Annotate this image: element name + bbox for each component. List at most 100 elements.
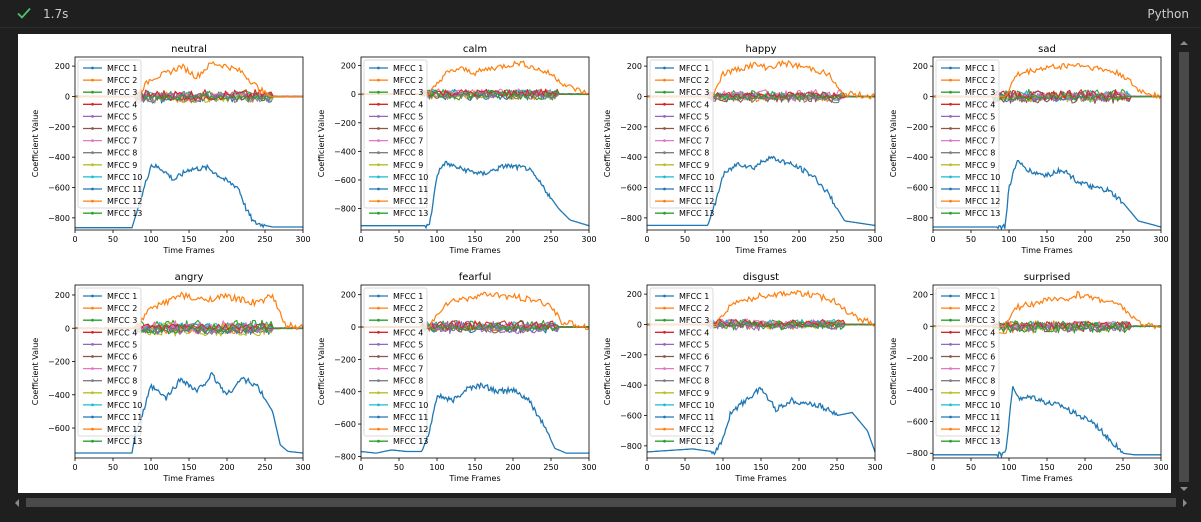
legend-label: MFCC 13	[965, 209, 1000, 218]
execution-time: 1.7s	[43, 7, 69, 21]
legend-label: MFCC 13	[679, 437, 714, 446]
y-tick-label: −800	[334, 452, 356, 461]
legend-marker	[377, 403, 380, 407]
y-axis-label: Coefficient Value	[317, 338, 326, 405]
legend-marker	[91, 139, 94, 142]
subplot-neutral: neutral 200 0 −200 −400 −600 −800 0 50 100 150 200 2…	[31, 44, 311, 255]
legend-marker	[91, 343, 94, 346]
x-tick-label: 200	[505, 235, 520, 244]
x-tick-label: 300	[867, 235, 882, 244]
axes-frame	[646, 56, 876, 231]
x-tick-label: 50	[680, 463, 690, 472]
x-tick-label: 100	[1001, 235, 1016, 244]
legend-marker	[377, 415, 380, 419]
y-tick-label: −600	[620, 412, 642, 421]
legend-marker	[91, 175, 94, 179]
x-tick-label: 50	[108, 463, 118, 472]
legend-label: MFCC 8	[965, 149, 995, 158]
x-axis-label: Time Frames	[734, 246, 786, 255]
scroll-left-icon[interactable]	[12, 498, 22, 508]
legend-label: MFCC 4	[107, 100, 137, 109]
y-tick-label: −800	[48, 214, 70, 223]
legend-marker	[663, 379, 666, 383]
legend-marker	[949, 318, 952, 322]
y-tick-label: 200	[341, 291, 356, 300]
subplot-title: disgust	[743, 272, 779, 283]
legend-label: MFCC 5	[679, 112, 709, 121]
scroll-down-icon[interactable]	[1179, 484, 1189, 494]
legend-marker	[91, 115, 94, 118]
x-tick-label: 300	[295, 463, 310, 472]
legend-marker	[91, 330, 94, 334]
legend-marker	[663, 330, 666, 334]
y-tick-label: −200	[620, 123, 642, 132]
legend-label: MFCC 2	[107, 304, 137, 313]
y-tick-label: −200	[620, 351, 642, 360]
y-axis-label: Coefficient Value	[31, 110, 40, 177]
legend-marker	[91, 403, 94, 407]
x-tick-label: 0	[358, 235, 363, 244]
x-axis-label: Time Frames	[1020, 246, 1072, 255]
x-tick-label: 300	[295, 235, 310, 244]
legend-label: MFCC 9	[965, 389, 995, 398]
legend-marker	[91, 211, 94, 215]
legend-marker	[663, 139, 666, 142]
x-tick-label: 50	[394, 235, 404, 244]
legend-label: MFCC 2	[965, 304, 995, 313]
legend-marker	[377, 187, 380, 191]
x-tick-label: 250	[257, 463, 272, 472]
check-icon	[17, 7, 31, 19]
legend-label: MFCC 13	[965, 437, 1000, 446]
legend-label: MFCC 1	[965, 292, 995, 301]
language-selector[interactable]: Python	[1147, 7, 1189, 21]
legend-label: MFCC 7	[965, 137, 995, 146]
vertical-scrollbar[interactable]	[1177, 34, 1191, 494]
legend-marker	[377, 151, 380, 155]
legend-marker	[377, 379, 380, 383]
legend-label: MFCC 5	[107, 112, 137, 121]
y-tick-label: −800	[620, 214, 642, 223]
horizontal-scrollbar[interactable]	[0, 494, 1201, 512]
legend-label: MFCC 8	[107, 149, 137, 158]
y-tick-label: −200	[906, 123, 928, 132]
legend-label: MFCC 5	[965, 340, 995, 349]
legend-marker	[949, 415, 952, 419]
x-tick-label: 200	[791, 463, 806, 472]
legend-marker	[377, 199, 380, 203]
legend-marker	[949, 355, 952, 358]
legend-label: MFCC 3	[965, 88, 995, 97]
vertical-scroll-thumb[interactable]	[1179, 52, 1189, 482]
legend-marker	[949, 102, 952, 106]
legend-label: MFCC 10	[393, 173, 428, 182]
legend-marker	[949, 439, 952, 443]
subplot-sad: sad 200 0 −200 −400 −600 −800 0 50 100 150 200 250 30…	[889, 44, 1169, 255]
y-tick-label: −400	[334, 388, 356, 397]
y-tick-label: 200	[913, 291, 928, 300]
legend-marker	[949, 175, 952, 179]
legend-marker	[377, 175, 380, 179]
legend-label: MFCC 12	[107, 425, 142, 434]
x-tick-label: 200	[219, 463, 234, 472]
series-line-mfcc-1	[933, 386, 1161, 459]
legend-label: MFCC 2	[107, 76, 137, 85]
scroll-right-icon[interactable]	[1180, 498, 1190, 508]
legend-marker	[949, 163, 952, 167]
y-tick-label: −600	[906, 184, 928, 193]
horizontal-scroll-thumb[interactable]	[26, 498, 1176, 507]
x-tick-label: 150	[181, 463, 196, 472]
legend: MFCC 1 MFCC 2 MFCC 3 MFCC 4 MFCC 5 MFCC 6 MFCC…	[649, 287, 714, 446]
legend-marker	[377, 127, 380, 130]
x-tick-label: 100	[143, 463, 158, 472]
y-tick-label: −400	[48, 391, 70, 400]
legend-marker	[663, 403, 666, 407]
legend-label: MFCC 2	[679, 304, 709, 313]
legend-label: MFCC 8	[393, 377, 423, 386]
legend-marker	[663, 355, 666, 358]
legend-label: MFCC 4	[965, 328, 995, 337]
legend-label: MFCC 10	[965, 401, 1000, 410]
legend-marker	[377, 115, 380, 118]
scroll-up-icon[interactable]	[1179, 38, 1189, 48]
legend-label: MFCC 2	[393, 304, 423, 313]
legend-marker	[949, 139, 952, 142]
